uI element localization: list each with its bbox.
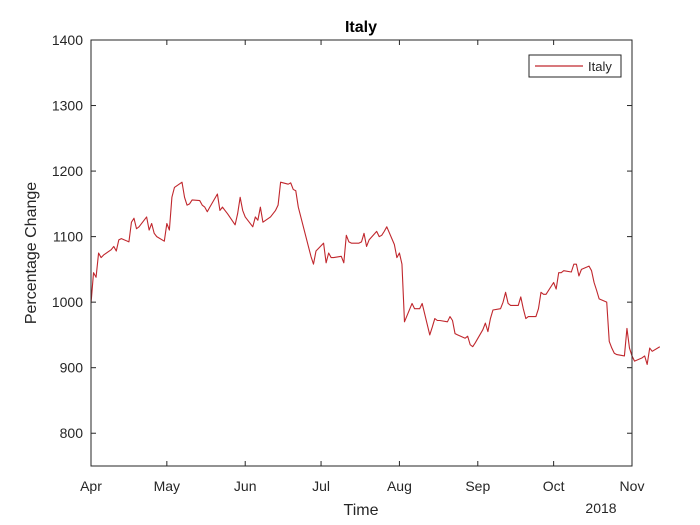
y-tick-label: 900 xyxy=(60,360,84,376)
y-tick-label: 1200 xyxy=(52,163,83,179)
y-ticks: 800 900 1000 1100 1200 1300 1400 xyxy=(52,32,632,441)
y-tick-label: 1300 xyxy=(52,98,83,114)
year-label: 2018 xyxy=(585,500,616,516)
series-layer xyxy=(90,181,661,365)
x-tick-label-aug: Aug xyxy=(387,478,412,494)
series-line-italy xyxy=(90,181,661,365)
x-tick-label-may: May xyxy=(154,478,180,494)
plot-area xyxy=(91,40,632,466)
x-tick-label-jun: Jun xyxy=(234,478,257,494)
y-tick-label: 1000 xyxy=(52,294,83,310)
axes-box xyxy=(90,39,633,467)
y-axis-label: Percentage Change xyxy=(23,182,40,324)
chart-title: Italy xyxy=(345,19,377,36)
legend-entry-italy: Italy xyxy=(588,59,612,74)
x-tick-label-jul: Jul xyxy=(312,478,330,494)
x-tick-label-oct: Oct xyxy=(543,478,565,494)
x-tick-label-nov: Nov xyxy=(620,478,645,494)
x-axis-label: Time xyxy=(344,502,379,519)
x-tick-label-sep: Sep xyxy=(465,478,490,494)
axes xyxy=(90,39,633,467)
y-tick-label: 1100 xyxy=(53,229,83,245)
y-tick-label: 800 xyxy=(60,425,84,441)
x-tick-label-apr: Apr xyxy=(80,478,102,494)
y-tick-label: 1400 xyxy=(52,32,83,48)
plot-background xyxy=(91,40,632,466)
x-ticks: Apr May Jun Jul Aug Sep Oct Nov xyxy=(80,40,644,494)
legend: Italy xyxy=(528,54,622,78)
